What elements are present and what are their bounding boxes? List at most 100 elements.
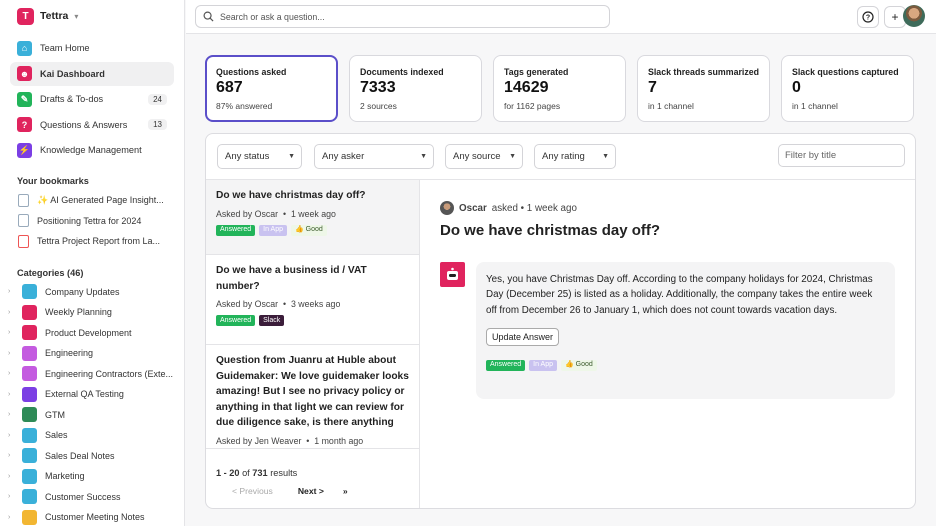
- status-filter-select[interactable]: Any status ▼: [217, 144, 302, 169]
- nav-item-questions-answers[interactable]: ? Questions & Answers 13: [10, 113, 174, 137]
- search-placeholder: Search or ask a question...: [220, 11, 325, 22]
- stat-label: Questions asked: [216, 67, 287, 77]
- chevron-right-icon[interactable]: ›: [8, 431, 11, 439]
- question-title: Question from Juanru at Huble about Guid…: [216, 355, 409, 428]
- questions-panel: Any status ▼ Any asker ▼ Any source ▼ Any r…: [205, 133, 916, 509]
- stat-label: Slack threads summarized: [648, 67, 759, 77]
- questions-count-badge: 13: [148, 119, 167, 130]
- status-filter-value: Any status: [225, 151, 270, 162]
- chevron-right-icon[interactable]: ›: [8, 493, 11, 501]
- user-avatar[interactable]: [903, 5, 925, 27]
- tettra-logo-icon: T: [17, 7, 34, 25]
- category-item[interactable]: › Customer Meeting Notes: [0, 507, 184, 526]
- question-list-item[interactable]: Do we have christmas day off? Asked by O…: [206, 180, 419, 255]
- category-item[interactable]: › GTM: [0, 405, 184, 426]
- question-list-item[interactable]: Question from Juanru at Huble about Guid…: [206, 345, 419, 449]
- chevron-down-icon: ▼: [420, 153, 427, 160]
- category-item[interactable]: › Product Development: [0, 323, 184, 344]
- next-page-button[interactable]: Next >: [297, 486, 324, 496]
- category-icon: [22, 468, 37, 484]
- category-icon: [22, 386, 37, 402]
- document-icon: [18, 193, 29, 207]
- chevron-down-icon: ▼: [288, 153, 295, 160]
- add-button[interactable]: +: [884, 6, 906, 28]
- update-answer-button[interactable]: Update Answer: [486, 327, 560, 346]
- title-filter-placeholder: Filter by title: [785, 150, 837, 161]
- chevron-right-icon[interactable]: ›: [8, 452, 11, 460]
- category-item[interactable]: › Company Updates: [0, 282, 184, 303]
- stat-card-slack-questions[interactable]: Slack questions captured 0 in 1 channel: [781, 55, 914, 122]
- bookmark-item[interactable]: ✨ AI Generated Page Insight...: [0, 190, 184, 211]
- stat-card-slack-threads[interactable]: Slack threads summarized 7 in 1 channel: [637, 55, 770, 122]
- category-item[interactable]: › Marketing: [0, 466, 184, 487]
- chevron-right-icon[interactable]: ›: [8, 370, 11, 378]
- results-count: 1 - 20 of 731 results: [216, 468, 348, 478]
- nav-item-drafts[interactable]: ✎ Drafts & To-dos 24: [10, 87, 174, 111]
- category-item[interactable]: › External QA Testing: [0, 384, 184, 405]
- question-list: Do we have christmas day off? Asked by O…: [206, 180, 420, 508]
- asker-filter-value: Any asker: [322, 151, 365, 162]
- rating-filter-value: Any rating: [542, 151, 585, 162]
- stats-row: Questions asked 687 87% answered Documen…: [205, 55, 914, 122]
- category-label: Engineering Contractors (Exte...: [45, 368, 174, 379]
- bookmarks-heading: Your bookmarks: [17, 176, 89, 186]
- source-filter-select[interactable]: Any source ▼: [445, 144, 523, 169]
- question-asker: Asked by Oscar: [216, 299, 279, 309]
- question-list-item[interactable]: Do we have a business id / VAT number? A…: [206, 255, 419, 345]
- nav-item-label: Questions & Answers: [40, 119, 128, 130]
- category-item[interactable]: › Sales Deal Notes: [0, 446, 184, 467]
- rating-filter-select[interactable]: Any rating ▼: [534, 144, 616, 169]
- nav-item-team-home[interactable]: ⌂ Team Home: [10, 36, 174, 60]
- chevron-right-icon[interactable]: ›: [8, 349, 11, 357]
- stat-label: Slack questions captured: [792, 67, 899, 77]
- category-item[interactable]: › Weekly Planning: [0, 302, 184, 323]
- question-meta: Asked by Oscar • 3 weeks ago: [216, 299, 341, 309]
- category-label: Product Development: [45, 327, 132, 338]
- bolt-icon: ⚡: [17, 142, 32, 158]
- nav-item-label: Team Home: [40, 43, 90, 53]
- chevron-right-icon[interactable]: ›: [8, 390, 11, 398]
- category-item[interactable]: › Sales: [0, 425, 184, 446]
- stat-label: Tags generated: [504, 67, 569, 77]
- category-icon: [22, 325, 37, 341]
- category-item[interactable]: › Customer Success: [0, 487, 184, 508]
- search-input[interactable]: Search or ask a question...: [195, 5, 610, 28]
- question-time: 1 month ago: [314, 436, 364, 446]
- nav-item-kai-dashboard[interactable]: ☻ Kai Dashboard: [10, 61, 174, 86]
- chevron-right-icon[interactable]: ›: [8, 288, 11, 296]
- bookmark-item[interactable]: Positioning Tettra for 2024: [0, 211, 184, 232]
- category-icon: [22, 427, 37, 443]
- nav-item-label: Kai Dashboard: [40, 68, 105, 79]
- category-icon: [22, 345, 37, 361]
- workspace-switcher[interactable]: T Tettra ▾: [0, 0, 184, 32]
- stat-card-tags-generated[interactable]: Tags generated 14629 for 1162 pages: [493, 55, 626, 122]
- stat-card-documents-indexed[interactable]: Documents indexed 7333 2 sources: [349, 55, 482, 122]
- chevron-down-icon: ▼: [509, 153, 516, 160]
- chevron-right-icon[interactable]: ›: [8, 329, 11, 337]
- question-tags: Answered In App 👍 Good: [216, 224, 409, 236]
- asker-filter-select[interactable]: Any asker ▼: [314, 144, 434, 169]
- in-app-badge: In App: [529, 359, 557, 371]
- bookmark-label: Positioning Tettra for 2024: [37, 215, 142, 226]
- category-item[interactable]: › Engineering Contractors (Exte...: [0, 364, 184, 385]
- category-item[interactable]: › Engineering: [0, 343, 184, 364]
- question-meta: Asked by Jen Weaver • 1 month ago: [216, 436, 364, 446]
- help-icon: ?: [862, 11, 874, 23]
- nav-item-knowledge-management[interactable]: ⚡ Knowledge Management: [10, 138, 174, 162]
- drafts-count-badge: 24: [148, 93, 167, 105]
- help-button[interactable]: ?: [857, 6, 879, 28]
- chevron-right-icon[interactable]: ›: [8, 472, 11, 480]
- category-icon: [22, 509, 37, 525]
- chevron-right-icon[interactable]: ›: [8, 411, 11, 419]
- title-filter-input[interactable]: Filter by title: [778, 144, 905, 167]
- pager-controls: < Previous Next > »: [216, 486, 348, 496]
- previous-page-button[interactable]: < Previous: [232, 486, 273, 496]
- question-time: 1 week ago: [290, 208, 336, 219]
- answered-badge: Answered: [216, 315, 256, 326]
- detail-asker: Oscar: [459, 202, 487, 214]
- chevron-right-icon[interactable]: ›: [8, 513, 11, 521]
- stat-card-questions-asked[interactable]: Questions asked 687 87% answered: [205, 55, 338, 122]
- last-page-button[interactable]: »: [342, 486, 348, 496]
- bookmark-item[interactable]: Tettra Project Report from La...: [0, 231, 184, 252]
- chevron-right-icon[interactable]: ›: [8, 308, 11, 316]
